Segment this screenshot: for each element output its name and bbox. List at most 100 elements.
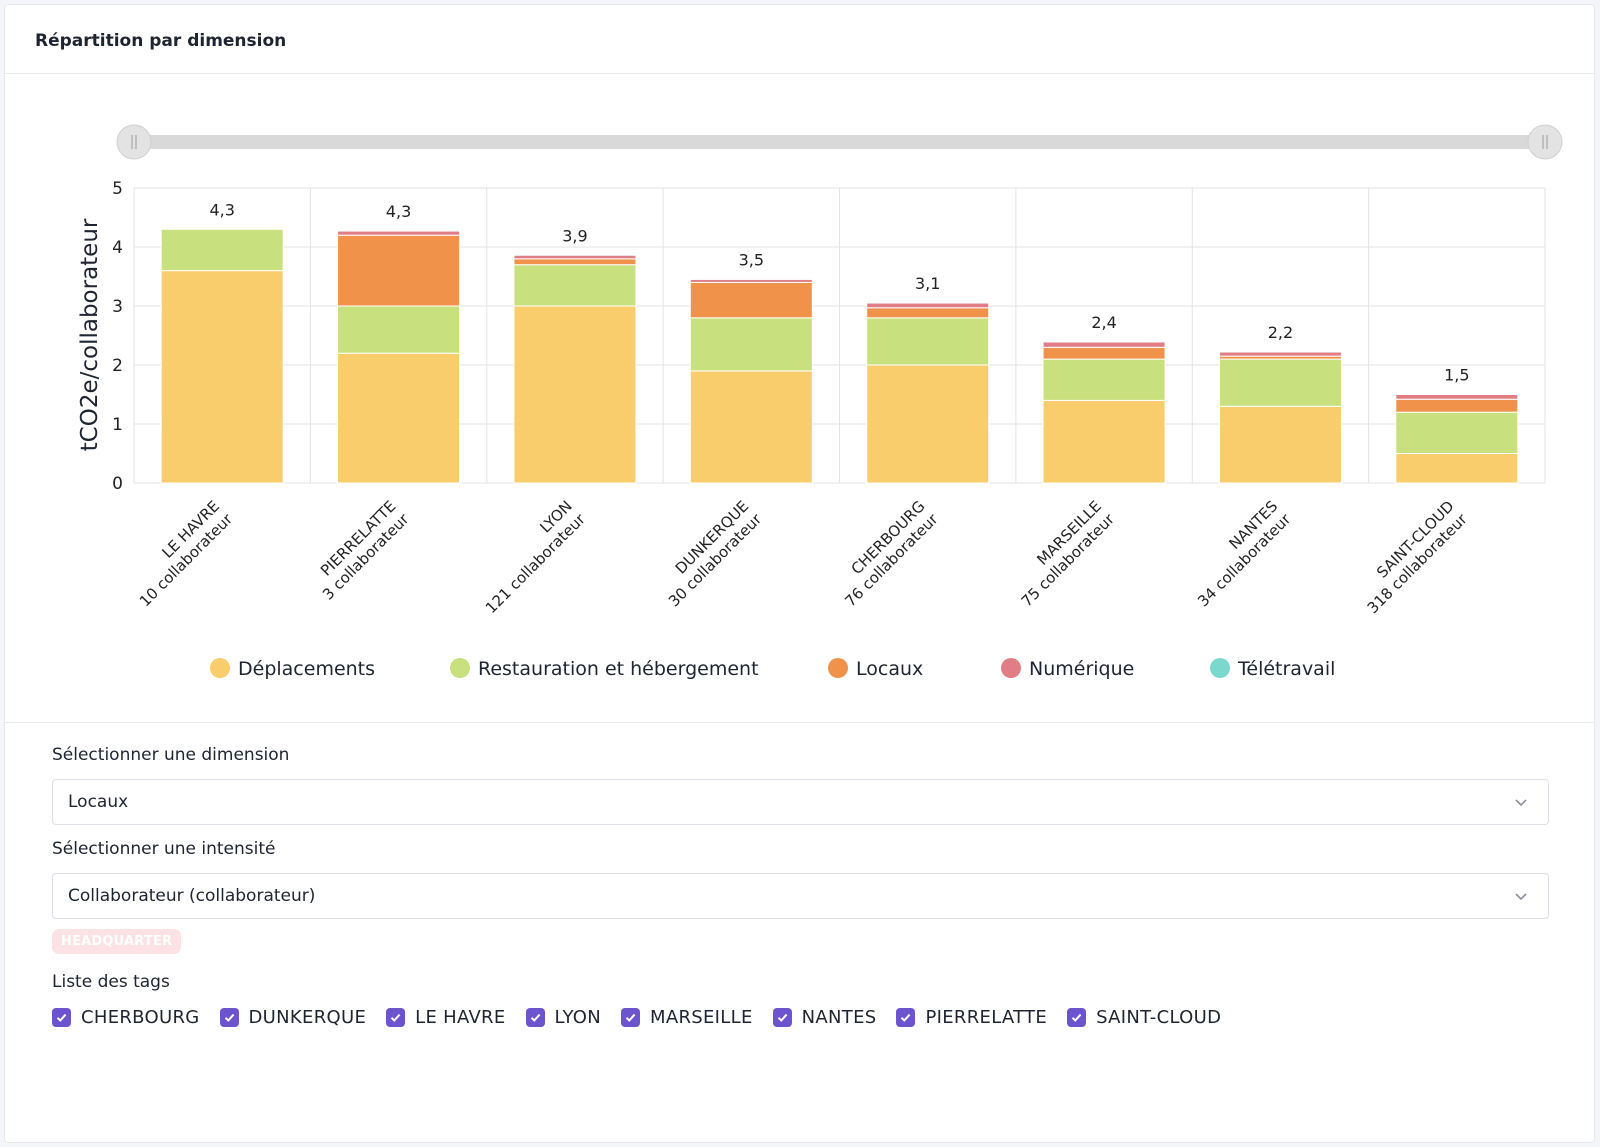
bar-segment-locaux[interactable] [689,281,813,319]
bar-segment-d-placements[interactable] [160,270,284,484]
filter-form: Sélectionner une dimension Locaux Sélect… [52,745,1552,1028]
bar-segment-restauration-et-h-bergement[interactable] [1395,411,1519,455]
bar-segment-restauration-et-h-bergement[interactable] [866,317,990,366]
bar-segment-d-placements[interactable] [689,370,813,484]
bar-total-label: 3,5 [739,250,764,269]
checkbox-checked-icon[interactable] [219,1008,239,1027]
y-tick-label: 3 [112,297,123,317]
bar-segment-restauration-et-h-bergement[interactable] [1042,358,1166,401]
tag-item[interactable]: MARSEILLE [621,1007,753,1028]
bar-segment-num-rique[interactable] [1042,341,1166,348]
checkbox-checked-icon[interactable] [1067,1008,1087,1027]
bar-segment-d-placements[interactable] [337,352,461,484]
tags-label: Liste des tags [52,972,170,992]
legend-label[interactable]: Déplacements [238,658,375,680]
bar-total-label: 1,5 [1444,366,1469,385]
bar-segment-d-placements[interactable] [866,364,990,484]
tag-label: CHERBOURG [81,1007,200,1028]
bar-segment-num-rique[interactable] [513,254,637,260]
tag-label: LYON [554,1007,602,1028]
y-tick-label: 0 [112,474,123,494]
bar-segment-num-rique[interactable] [1218,351,1342,357]
bar-total-label: 2,2 [1268,323,1293,342]
legend-swatch-icon [1210,658,1230,678]
divider [5,722,1594,723]
bar-segment-restauration-et-h-bergement[interactable] [513,264,637,307]
legend-label[interactable]: Locaux [856,658,923,680]
chart-area: 0 1 2 3 4 5 tCO2e/collaborateur 4,3 LE HAVRE 10 c… [5,75,1596,725]
tag-item[interactable]: SAINT-CLOUD [1067,1007,1221,1028]
bar-total-label: 4,3 [209,200,234,219]
bar-total-label: 2,4 [1091,313,1116,332]
y-tick-label: 4 [112,238,123,258]
bar-total-label: 4,3 [386,202,411,221]
intensity-select-value: Collaborateur (collaborateur) [68,886,316,906]
card-title: Répartition par dimension [35,31,287,51]
bar-segment-restauration-et-h-bergement[interactable] [337,305,461,354]
headquarter-badge: HEADQUARTER [52,929,182,954]
bar-segment-d-placements[interactable] [513,305,637,484]
legend-swatch-icon [210,658,230,678]
bar-segment-locaux[interactable] [1395,398,1519,413]
legend-label[interactable]: Numérique [1029,658,1134,680]
legend-label[interactable]: Télétravail [1237,658,1335,680]
bar-segment-restauration-et-h-bergement[interactable] [689,317,813,372]
bar-total-label: 3,9 [562,226,587,245]
chart-card: Répartition par dimension 0 1 2 3 4 5 tCO2e/co… [4,4,1595,1143]
tag-label: LE HAVRE [415,1007,506,1028]
checkbox-checked-icon[interactable] [52,1008,71,1027]
tag-label: DUNKERQUE [248,1007,367,1028]
bar-segment-restauration-et-h-bergement[interactable] [1218,358,1342,407]
dimension-select-value: Locaux [68,792,129,812]
tag-item[interactable]: PIERRELATTE [896,1007,1047,1028]
checkbox-checked-icon[interactable] [772,1008,792,1027]
tag-label: PIERRELATTE [925,1007,1048,1028]
bar-segment-num-rique[interactable] [337,230,461,236]
legend-swatch-icon [1001,658,1021,678]
tag-item[interactable]: LE HAVRE [386,1007,505,1028]
legend-swatch-icon [828,658,848,678]
checkbox-checked-icon[interactable] [525,1008,545,1027]
y-tick-label: 1 [112,415,123,435]
tag-item[interactable]: NANTES [772,1007,877,1028]
intensity-select[interactable]: Collaborateur (collaborateur) [52,873,1549,919]
tag-item[interactable]: CHERBOURG [52,1007,200,1028]
bar-segment-locaux[interactable] [866,307,990,319]
bar-segment-locaux[interactable] [337,234,461,307]
bar-segment-d-placements[interactable] [1395,453,1519,484]
bar-total-label: 3,1 [915,274,940,293]
bar-segment-locaux[interactable] [513,258,637,266]
intensity-label: Sélectionner une intensité [52,839,276,859]
bar-segment-d-placements[interactable] [1042,399,1166,484]
tag-label: NANTES [801,1007,877,1028]
y-axis-label: tCO2e/collaborateur [77,218,103,451]
range-slider-track[interactable] [134,135,1545,149]
chevron-down-icon [1515,799,1527,807]
bar-segment-locaux[interactable] [1042,346,1166,360]
y-tick-label: 5 [112,179,123,199]
tag-label: MARSEILLE [650,1007,753,1028]
x-tick-sublabel: 121 collaborateur [482,510,589,617]
bar-segment-d-placements[interactable] [1218,405,1342,484]
bar-segment-num-rique[interactable] [1395,394,1519,400]
tag-item[interactable]: LYON [525,1007,602,1028]
checkbox-checked-icon[interactable] [386,1008,406,1027]
bar-segment-num-rique[interactable] [866,302,990,309]
legend-swatch-icon [450,658,470,678]
bar-segment-num-rique[interactable] [689,278,813,283]
card-header: Répartition par dimension [5,5,1594,74]
y-tick-label: 2 [112,356,123,376]
dimension-label: Sélectionner une dimension [52,745,290,765]
tag-label: SAINT-CLOUD [1096,1007,1222,1028]
legend-label[interactable]: Restauration et hébergement [478,658,759,680]
checkbox-checked-icon[interactable] [621,1008,641,1027]
tag-item[interactable]: DUNKERQUE [219,1007,367,1028]
dimension-select[interactable]: Locaux [52,779,1549,825]
chevron-down-icon [1515,893,1527,901]
bar-segment-restauration-et-h-bergement[interactable] [160,228,284,272]
tag-list: CHERBOURG DUNKERQUE LE HAVRE LYON MARSEILLE N… [52,1007,1552,1028]
range-slider-right-handle[interactable] [1527,124,1563,160]
range-slider-left-handle[interactable] [116,124,152,160]
checkbox-checked-icon[interactable] [896,1008,916,1027]
